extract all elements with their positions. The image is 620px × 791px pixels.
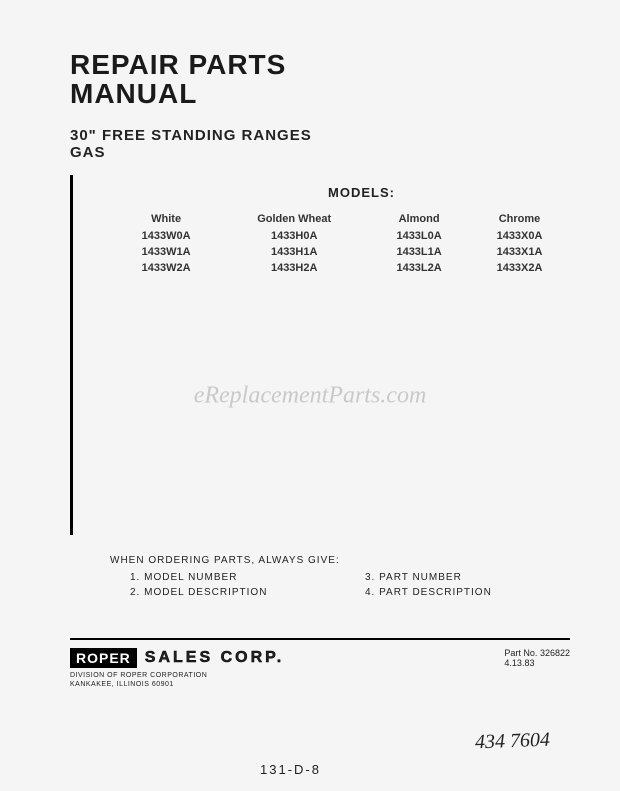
handwritten-note: 434 7604 — [475, 729, 551, 755]
col-header: Golden Wheat — [219, 210, 369, 228]
model-cell: 1433H2A — [219, 260, 369, 276]
col-header: Almond — [369, 210, 469, 228]
main-title: REPAIR PARTS MANUAL — [70, 50, 570, 109]
footer-date: 4.13.83 — [504, 658, 570, 668]
ordering-list: 1. MODEL NUMBER 3. PART NUMBER 2. MODEL … — [130, 572, 570, 598]
subtitle-line-2: GAS — [70, 144, 570, 161]
col-header: Chrome — [469, 210, 570, 228]
model-cell: 1433L1A — [369, 244, 469, 260]
col-header: White — [113, 210, 219, 228]
division-line: DIVISION OF ROPER CORPORATION — [70, 672, 284, 680]
ordering-block: WHEN ORDERING PARTS, ALWAYS GIVE: 1. MOD… — [110, 555, 570, 598]
ordering-item: 4. PART DESCRIPTION — [365, 587, 570, 598]
model-cell: 1433L0A — [369, 228, 469, 244]
part-number: Part No. 326822 — [504, 648, 570, 658]
division-info: DIVISION OF ROPER CORPORATION KANKAKEE, … — [70, 672, 284, 689]
model-cell: 1433H0A — [219, 228, 369, 244]
ordering-item: 1. MODEL NUMBER — [130, 572, 335, 583]
model-cell: 1433X2A — [469, 260, 570, 276]
table-header-row: White Golden Wheat Almond Chrome — [113, 210, 570, 228]
table-row: 1433W2A 1433H2A 1433L2A 1433X2A — [113, 260, 570, 276]
subtitle: 30" FREE STANDING RANGES GAS — [70, 127, 570, 162]
model-cell: 1433X0A — [469, 228, 570, 244]
footer-divider — [70, 638, 570, 640]
table-row: 1433W0A 1433H0A 1433L0A 1433X0A — [113, 228, 570, 244]
model-cell: 1433W1A — [113, 244, 219, 260]
models-table: White Golden Wheat Almond Chrome 1433W0A… — [113, 210, 570, 276]
footer-right: Part No. 326822 4.13.83 — [504, 648, 570, 668]
ordering-item: 2. MODEL DESCRIPTION — [130, 587, 335, 598]
logo-block: ROPER SALES CORP. — [70, 648, 284, 668]
division-line: KANKAKEE, ILLINOIS 60901 — [70, 681, 284, 689]
handwritten-note: 131-D-8 — [260, 762, 321, 777]
company-name: SALES CORP. — [145, 649, 284, 667]
ordering-heading: WHEN ORDERING PARTS, ALWAYS GIVE: — [110, 555, 570, 566]
footer-left: ROPER SALES CORP. DIVISION OF ROPER CORP… — [70, 648, 284, 689]
table-row: 1433W1A 1433H1A 1433L1A 1433X1A — [113, 244, 570, 260]
document-page: REPAIR PARTS MANUAL 30" FREE STANDING RA… — [0, 0, 620, 791]
models-block: MODELS: White Golden Wheat Almond Chrome… — [70, 175, 570, 535]
model-cell: 1433H1A — [219, 244, 369, 260]
model-cell: 1433W0A — [113, 228, 219, 244]
models-heading: MODELS: — [153, 185, 570, 200]
subtitle-line-1: 30" FREE STANDING RANGES — [70, 127, 570, 144]
model-cell: 1433X1A — [469, 244, 570, 260]
title-line-2: MANUAL — [70, 79, 570, 108]
model-cell: 1433L2A — [369, 260, 469, 276]
title-line-1: REPAIR PARTS — [70, 50, 570, 79]
model-cell: 1433W2A — [113, 260, 219, 276]
ordering-item: 3. PART NUMBER — [365, 572, 570, 583]
footer: ROPER SALES CORP. DIVISION OF ROPER CORP… — [70, 648, 570, 689]
roper-logo: ROPER — [70, 648, 137, 668]
